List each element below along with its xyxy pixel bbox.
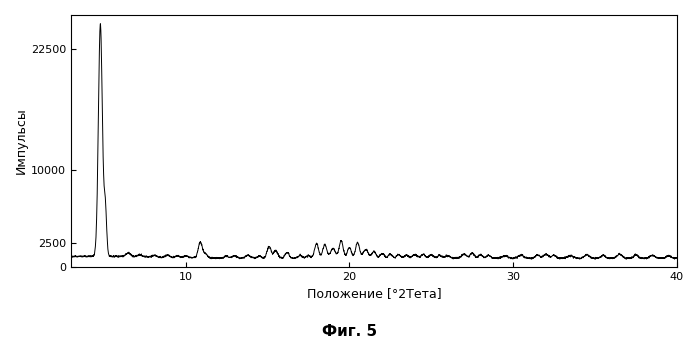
- X-axis label: Положение [°2Тета]: Положение [°2Тета]: [307, 287, 441, 300]
- Text: Фиг. 5: Фиг. 5: [322, 324, 377, 339]
- Y-axis label: Импульсы: Импульсы: [15, 107, 28, 174]
